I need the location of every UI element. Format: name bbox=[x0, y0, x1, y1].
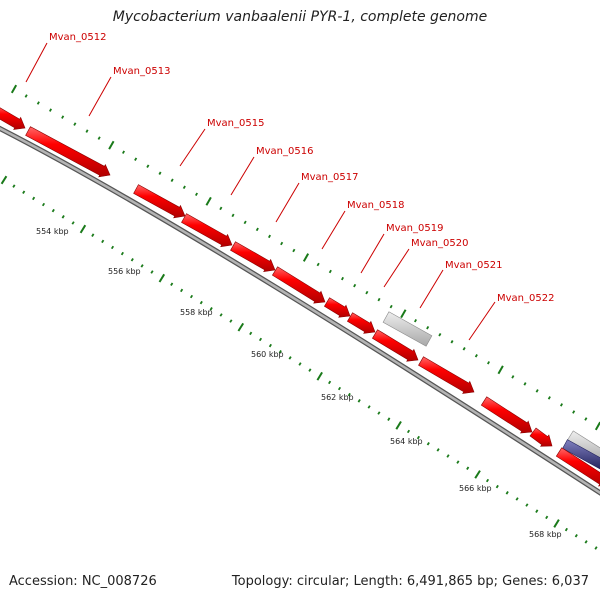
kbp-label-568: 568 kbp bbox=[529, 530, 562, 539]
gene-label-mvan-0518[interactable]: Mvan_0518 bbox=[347, 200, 404, 211]
gene-mvan-0519[interactable] bbox=[323, 297, 351, 318]
gene-label-mvan-0515[interactable]: Mvan_0515 bbox=[207, 118, 264, 129]
position-labels: 554 kbp 556 kbp 558 kbp 560 kbp 562 kbp … bbox=[36, 227, 562, 539]
genome-backbone bbox=[0, 125, 600, 496]
gene-features bbox=[0, 106, 600, 487]
gene-mvan-0523[interactable] bbox=[480, 396, 533, 434]
inner-tick-ring bbox=[0, 175, 598, 550]
gene-mvan-0520[interactable] bbox=[346, 312, 376, 334]
gene-label-mvan-0516[interactable]: Mvan_0516 bbox=[256, 146, 313, 157]
gene-mvan-0524[interactable] bbox=[529, 427, 553, 447]
gene-label-mvan-0520[interactable]: Mvan_0520 bbox=[411, 238, 468, 249]
kbp-label-560: 560 kbp bbox=[251, 350, 284, 359]
gene-mvan-0517[interactable] bbox=[230, 241, 276, 272]
gene-label-mvan-0517[interactable]: Mvan_0517 bbox=[301, 172, 358, 183]
gene-label-mvan-0521[interactable]: Mvan_0521 bbox=[445, 260, 502, 271]
gene-mvan-0521[interactable] bbox=[371, 329, 419, 362]
gene-label-mvan-0519[interactable]: Mvan_0519 bbox=[386, 223, 443, 234]
gene-mvan-0516[interactable] bbox=[181, 213, 233, 248]
blue-feature-right[interactable] bbox=[562, 439, 600, 471]
gene-mvan-0525[interactable] bbox=[555, 447, 600, 487]
gene-labels: Mvan_0512 Mvan_0513 Mvan_0515 Mvan_0516 … bbox=[25, 32, 554, 341]
kbp-label-556: 556 kbp bbox=[108, 267, 141, 276]
gene-mvan-0515[interactable] bbox=[133, 184, 186, 219]
gene-label-mvan-0513[interactable]: Mvan_0513 bbox=[113, 66, 170, 77]
outer-tick-ring bbox=[10, 84, 600, 431]
kbp-label-564: 564 kbp bbox=[390, 437, 423, 446]
genome-title: Mycobacterium vanbaalenii PYR-1, complet… bbox=[112, 9, 488, 25]
pseudo-gene-feature[interactable] bbox=[382, 311, 433, 347]
gene-mvan-0512[interactable] bbox=[0, 106, 26, 130]
kbp-label-566: 566 kbp bbox=[459, 484, 492, 493]
kbp-label-558: 558 kbp bbox=[180, 308, 213, 317]
genome-summary-text: Topology: circular; Length: 6,491,865 bp… bbox=[231, 574, 589, 589]
kbp-label-562: 562 kbp bbox=[321, 393, 354, 402]
gene-label-mvan-0522[interactable]: Mvan_0522 bbox=[497, 293, 554, 304]
gene-mvan-0513[interactable] bbox=[25, 126, 111, 178]
gene-label-mvan-0512[interactable]: Mvan_0512 bbox=[49, 32, 106, 43]
gene-mvan-0522[interactable] bbox=[418, 356, 475, 394]
kbp-label-554: 554 kbp bbox=[36, 227, 69, 236]
gene-mvan-0518[interactable] bbox=[271, 266, 326, 304]
accession-text: Accession: NC_008726 bbox=[9, 574, 157, 589]
